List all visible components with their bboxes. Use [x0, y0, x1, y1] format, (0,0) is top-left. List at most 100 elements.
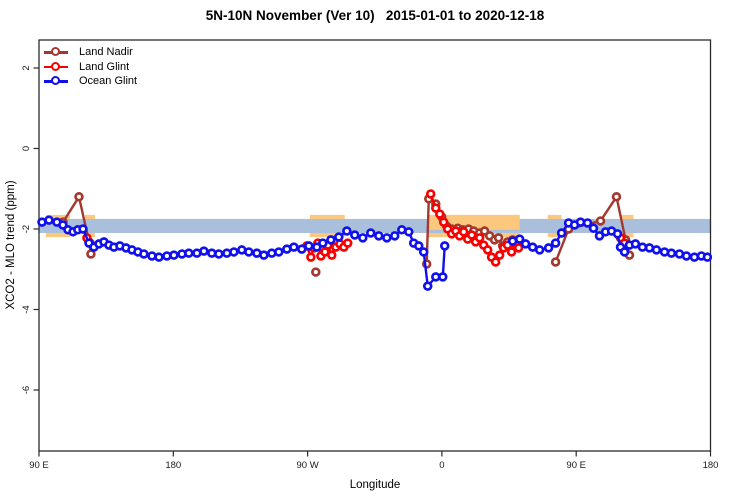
- ocean-glint-point: [374, 231, 384, 241]
- ocean-glint-point: [702, 252, 713, 262]
- ocean-glint-point: [259, 250, 269, 260]
- plot-box: [38, 39, 712, 452]
- land-glint-point: [474, 233, 485, 243]
- legend-label: Land Glint: [79, 60, 130, 73]
- land-glint-point: [490, 257, 501, 267]
- x-tick-label: 90 W: [297, 460, 319, 471]
- ocean-glint-point: [556, 228, 567, 238]
- ocean-glint-point: [365, 228, 376, 238]
- ocean-glint-marker-icon: [44, 76, 68, 86]
- ocean-glint-point: [318, 238, 328, 248]
- x-tick-label: 0: [439, 460, 444, 471]
- land-glint-point: [506, 247, 517, 257]
- ocean-glint-point: [44, 215, 54, 225]
- ocean-glint-point: [582, 218, 593, 228]
- land-glint-point: [482, 245, 493, 255]
- land-glint-marker-icon: [44, 61, 68, 72]
- legend-label: Ocean Glint: [79, 75, 138, 88]
- ocean-glint-point: [229, 247, 239, 257]
- ocean-glint-point: [594, 231, 605, 241]
- ocean-glint-point: [267, 248, 277, 258]
- x-tick-label: 180: [703, 460, 719, 471]
- ocean-glint-point: [222, 248, 232, 258]
- x-axis-label: Longitude: [349, 479, 401, 491]
- ocean-glint-point: [404, 227, 414, 237]
- land-glint-point: [327, 250, 337, 260]
- ocean-glint-point: [334, 232, 344, 242]
- ocean-glint-point: [550, 238, 561, 248]
- land-glint-point: [494, 250, 505, 260]
- y-tick-label: -6: [21, 386, 32, 394]
- ocean-glint-point: [169, 250, 179, 260]
- land-nadir-point: [74, 192, 84, 202]
- land-glint-point: [513, 243, 524, 253]
- y-tick-label: -2: [21, 225, 32, 233]
- ocean-glint-point: [438, 272, 448, 282]
- legend-item-land-glint: Land Glint: [44, 60, 137, 75]
- land-glint-point: [435, 209, 445, 219]
- land-nadir-point: [595, 216, 606, 226]
- ocean-glint-point: [422, 281, 433, 291]
- ocean-glint-point: [358, 233, 368, 243]
- ocean-glint-point: [326, 235, 336, 245]
- land-nadir-point: [311, 267, 321, 277]
- ocean-glint-point: [689, 252, 700, 262]
- ocean-glint-point: [297, 244, 307, 254]
- ocean-glint-point: [147, 251, 157, 261]
- ocean-glint-point: [612, 229, 623, 239]
- ocean-glint-point: [418, 247, 429, 257]
- land-glint-point: [342, 238, 353, 248]
- ocean-glint-point: [514, 234, 525, 244]
- y-tick-label: 0: [21, 146, 32, 151]
- ocean-glint-point: [304, 241, 314, 251]
- land-glint-point: [425, 189, 436, 199]
- ocean-glint-point: [312, 242, 322, 252]
- ocean-glint-point: [439, 241, 450, 251]
- ocean-glint-point: [389, 231, 400, 241]
- ocean-glint-point: [588, 223, 599, 233]
- ocean-glint-point: [520, 239, 531, 249]
- land-nadir-point: [493, 233, 504, 243]
- x-tick-label: 90 E: [29, 460, 49, 471]
- land-glint-point: [431, 203, 441, 213]
- ocean-glint-point: [244, 247, 254, 257]
- ocean-glint-point: [534, 245, 545, 255]
- ocean-glint-point: [350, 230, 360, 240]
- legend-item-land-nadir: Land Nadir: [44, 45, 137, 60]
- legend: Land Nadir Land Glint Ocean Glint: [44, 45, 137, 89]
- ocean-glint-point: [543, 243, 554, 253]
- land-glint-point: [458, 227, 469, 237]
- y-tick-label: -4: [21, 305, 32, 313]
- legend-item-ocean-glint: Ocean Glint: [44, 74, 137, 89]
- land-nadir-point: [611, 192, 622, 202]
- ocean-glint-point: [214, 249, 224, 259]
- ocean-glint-point: [199, 246, 209, 256]
- ocean-glint-point: [666, 248, 677, 258]
- ocean-glint-point: [154, 252, 164, 262]
- ocean-glint-point: [630, 239, 641, 249]
- ocean-glint-point: [414, 241, 424, 251]
- land-glint-point: [306, 252, 316, 262]
- ocean-glint-point: [382, 233, 392, 243]
- ocean-glint-point: [139, 249, 149, 259]
- ocean-glint-point: [184, 248, 194, 258]
- blue-reference-band: [39, 218, 711, 234]
- land-nadir-point: [550, 257, 561, 267]
- y-tick-label: 2: [21, 65, 32, 70]
- chart-title: 5N-10N November (Ver 10) 2015-01-01 to 2…: [205, 8, 545, 23]
- ocean-glint-point: [289, 242, 299, 252]
- x-tick-label: 180: [165, 460, 181, 471]
- ocean-glint-point: [619, 247, 630, 257]
- x-tick-label: 90 E: [566, 460, 586, 471]
- land-nadir-marker-icon: [44, 47, 68, 57]
- ocean-glint-point: [342, 226, 352, 236]
- land-glint-point: [438, 217, 449, 227]
- ocean-glint-point: [681, 251, 692, 261]
- ocean-glint-point: [78, 224, 88, 234]
- ocean-glint-point: [274, 247, 284, 257]
- y-axis-label: XCO2 - MLO trend (ppm): [5, 180, 17, 310]
- legend-label: Land Nadir: [79, 46, 133, 59]
- ocean-glint-point: [651, 245, 662, 255]
